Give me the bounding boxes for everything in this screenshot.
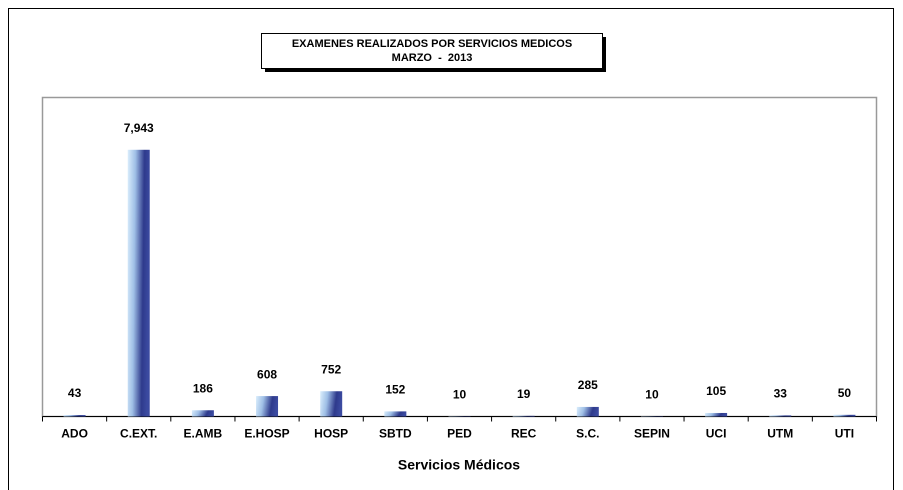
title-box [261,33,603,69]
chart-subtitle: MARZO - 2013 [392,52,473,64]
x-tick-label: C.EXT. [120,427,157,441]
chart-title: EXAMENES REALIZADOS POR SERVICIOS MEDICO… [292,38,572,50]
x-tick-label: SEPIN [634,427,670,441]
data-label: 10 [453,387,467,401]
x-tick-label: REC [511,427,537,441]
x-tick-label: SBTD [379,427,412,441]
plot-area [41,96,878,418]
bar [769,415,792,417]
bar [833,414,856,417]
bar [384,411,407,417]
data-label: 7,943 [124,121,154,135]
data-label: 19 [517,387,531,401]
data-label: 10 [645,387,659,401]
data-label: 33 [774,387,788,401]
x-tick-label: UCI [706,427,727,441]
x-tick-label: E.HOSP [244,427,289,441]
data-label: 608 [257,367,277,381]
bar [63,415,86,417]
x-tick-label: PED [447,427,472,441]
x-axis-title: Servicios Médicos [398,457,520,473]
x-tick-label: UTI [835,427,854,441]
data-label: 752 [321,362,341,376]
data-label: 152 [385,383,405,397]
data-label: 50 [838,386,852,400]
x-tick-label: S.C. [576,427,599,441]
bar [576,406,599,417]
data-label: 186 [193,381,213,395]
bar [512,415,535,417]
x-tick-label: ADO [61,427,88,441]
bar [127,149,150,417]
data-label: 105 [706,384,726,398]
data-label: 285 [578,378,598,392]
data-label: 43 [68,386,82,400]
bar [256,396,279,417]
bar [320,391,343,417]
x-tick-label: E.AMB [184,427,223,441]
x-tick-label: HOSP [314,427,348,441]
x-tick-label: UTM [767,427,793,441]
bar [191,410,214,417]
bar [705,412,728,417]
